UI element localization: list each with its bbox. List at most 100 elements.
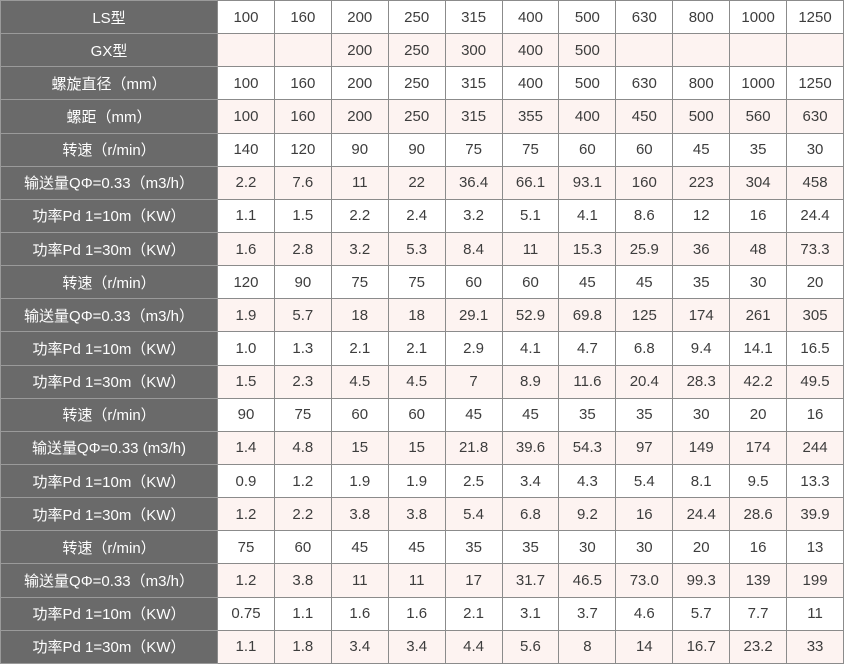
- data-cell: 4.7: [558, 331, 617, 366]
- data-cell: 90: [330, 132, 389, 167]
- data-cell: 5.1: [501, 198, 560, 233]
- data-cell: 90: [273, 265, 332, 300]
- data-cell: 4.8: [273, 430, 332, 465]
- table-row: 功率Pd 1=30m（KW） 1.6 2.8 3.2 5.3 8.4 11 15.3 25.9 3…: [0, 231, 844, 267]
- data-cell: 3.4: [501, 463, 560, 499]
- data-cell: 160: [273, 0, 332, 35]
- data-cell: 3.8: [273, 563, 332, 598]
- table-row: 螺旋直径（mm） 100 160 200 250 315 400 500 630 800 1000 1…: [0, 66, 844, 101]
- data-cell: 75: [273, 397, 332, 432]
- data-cell: 7.6: [273, 165, 332, 200]
- data-cell: 5.7: [672, 596, 731, 631]
- data-cell: 54.3: [558, 430, 617, 465]
- data-cell: 1000: [729, 0, 788, 35]
- data-cell: 400: [501, 66, 560, 101]
- table-row: 转速（r/min） 75 60 45 45 35 35 30 30 20 16 13: [0, 530, 844, 565]
- data-cell: 4.4: [444, 629, 503, 664]
- data-cell: 36.4: [444, 165, 503, 200]
- data-cell: 1.1: [217, 629, 275, 664]
- data-cell: 200: [330, 0, 389, 35]
- data-cell: 60: [501, 265, 560, 300]
- data-cell: 5.4: [444, 497, 503, 532]
- table-row: LS型 100 160 200 250 315 400 500 630 800 1000 1250: [0, 0, 844, 35]
- data-cell: 42.2: [729, 364, 788, 399]
- data-cell: 30: [672, 397, 731, 432]
- data-cell: 1.1: [217, 198, 275, 233]
- data-cell: 1250: [786, 0, 844, 35]
- data-cell: 29.1: [444, 298, 503, 333]
- data-cell: 90: [217, 397, 275, 432]
- data-cell: 1.9: [330, 463, 389, 499]
- data-cell: 250: [387, 33, 446, 68]
- data-cell: 97: [615, 430, 674, 465]
- data-cell: 315: [444, 66, 503, 101]
- data-cell: 11: [786, 596, 844, 631]
- data-cell: 23.2: [729, 629, 788, 664]
- data-cell: 149: [672, 430, 731, 465]
- data-cell: [729, 33, 788, 68]
- data-cell: 458: [786, 165, 844, 200]
- data-cell: 4.1: [558, 198, 617, 233]
- data-cell: 244: [786, 430, 844, 465]
- data-cell: 300: [444, 33, 503, 68]
- data-cell: 100: [217, 99, 275, 134]
- data-cell: 250: [387, 99, 446, 134]
- data-cell: 75: [444, 132, 503, 167]
- data-cell: 35: [444, 530, 503, 565]
- data-cell: 2.8: [273, 231, 332, 267]
- data-cell: 800: [672, 0, 731, 35]
- data-cell: 60: [330, 397, 389, 432]
- data-cell: 3.4: [387, 629, 446, 664]
- data-cell: 35: [729, 132, 788, 167]
- data-cell: 200: [330, 66, 389, 101]
- data-cell: 11.6: [558, 364, 617, 399]
- data-cell: 20: [672, 530, 731, 565]
- data-cell: 11: [330, 563, 389, 598]
- data-cell: 75: [330, 265, 389, 300]
- data-cell: 18: [387, 298, 446, 333]
- data-cell: 1.5: [273, 198, 332, 233]
- data-cell: 1.6: [217, 231, 275, 267]
- data-cell: [615, 33, 674, 68]
- data-cell: 5.3: [387, 231, 446, 267]
- data-cell: 500: [558, 66, 617, 101]
- table-row: 转速（r/min） 120 90 75 75 60 60 45 45 35 30 20: [0, 265, 844, 300]
- data-cell: 3.1: [501, 596, 560, 631]
- data-cell: 630: [786, 99, 844, 134]
- data-cell: 1.9: [217, 298, 275, 333]
- data-cell: 3.4: [330, 629, 389, 664]
- data-cell: 30: [615, 530, 674, 565]
- data-cell: 11: [501, 231, 560, 267]
- data-cell: 140: [217, 132, 275, 167]
- data-cell: 250: [387, 66, 446, 101]
- table-row: 转速（r/min） 140 120 90 90 75 75 60 60 45 35 30: [0, 132, 844, 167]
- data-cell: 14.1: [729, 331, 788, 366]
- data-cell: 20.4: [615, 364, 674, 399]
- data-cell: 1.0: [217, 331, 275, 366]
- data-cell: 355: [501, 99, 560, 134]
- data-cell: 1.5: [217, 364, 275, 399]
- data-cell: 45: [444, 397, 503, 432]
- row-label-cell: 转速（r/min）: [0, 265, 218, 300]
- data-cell: 28.3: [672, 364, 731, 399]
- data-cell: 8.4: [444, 231, 503, 267]
- data-cell: 66.1: [501, 165, 560, 200]
- data-cell: 15.3: [558, 231, 617, 267]
- data-cell: 4.6: [615, 596, 674, 631]
- data-cell: 250: [387, 0, 446, 35]
- data-cell: 200: [330, 99, 389, 134]
- row-label-cell: 输送量QΦ=0.33（m3/h）: [0, 563, 218, 598]
- data-cell: 60: [615, 132, 674, 167]
- data-cell: 8.6: [615, 198, 674, 233]
- row-label-cell: 功率Pd 1=30m（KW）: [0, 629, 218, 664]
- data-cell: 73.3: [786, 231, 844, 267]
- data-cell: 315: [444, 0, 503, 35]
- data-cell: 16.7: [672, 629, 731, 664]
- row-label-cell: 功率Pd 1=30m（KW）: [0, 231, 218, 267]
- data-cell: 35: [615, 397, 674, 432]
- data-cell: 450: [615, 99, 674, 134]
- data-cell: 3.2: [330, 231, 389, 267]
- data-cell: 305: [786, 298, 844, 333]
- data-cell: 500: [672, 99, 731, 134]
